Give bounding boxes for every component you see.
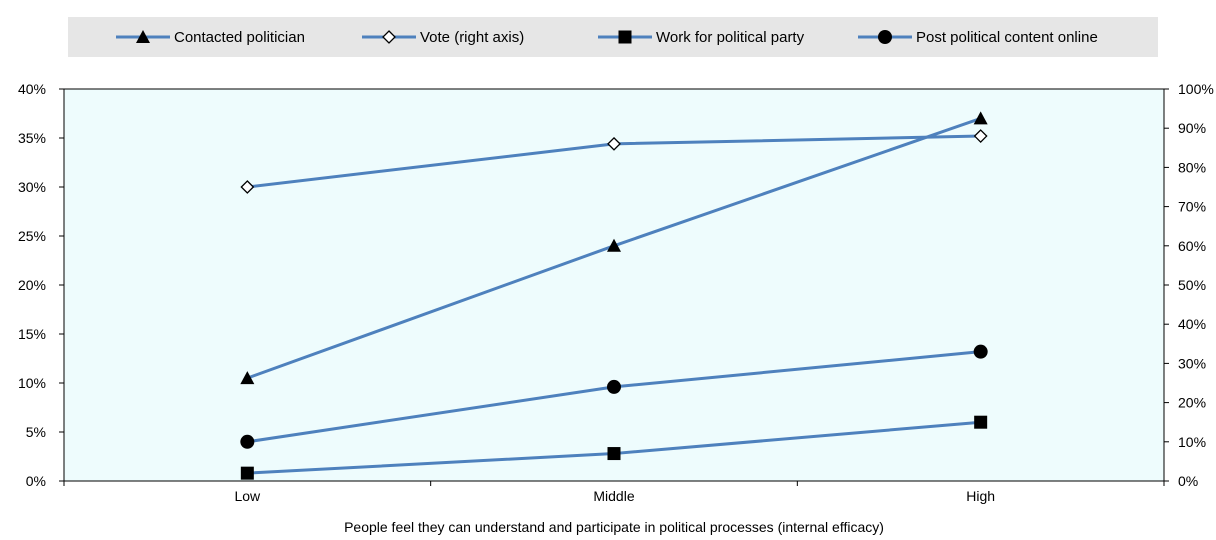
data-point-low [240,466,254,480]
left-tick-label: 5% [26,424,46,440]
x-axis-title: People feel they can understand and part… [344,519,884,535]
legend: Contacted politician Vote (right axis) Wor… [116,29,1098,46]
left-tick-label: 20% [18,277,46,293]
left-tick-label: 10% [18,375,46,391]
legend-marker [618,30,632,44]
data-point-middle [607,136,621,151]
legend-marker [382,30,396,44]
legend-label: Post political content online [916,29,1098,46]
right-tick-label: 0% [1178,473,1198,489]
series-layer [240,111,988,480]
left-tick-label: 25% [18,228,46,244]
legend-item-vote-right-axis: Vote (right axis) [362,29,524,46]
x-tick-label-high: High [966,488,995,504]
data-point-high [974,415,988,429]
right-tick-label: 50% [1178,277,1206,293]
data-point-middle [607,379,621,394]
left-tick-label: 40% [18,81,46,97]
x-tick-label-middle: Middle [593,488,634,504]
right-tick-label: 60% [1178,238,1206,254]
legend-label: Contacted politician [174,29,305,46]
left-tick-label: 15% [18,326,46,342]
x-axis: Low Middle High [63,481,1165,504]
data-point-middle [607,447,621,461]
right-tick-label: 80% [1178,159,1206,175]
right-tick-label: 40% [1178,316,1206,332]
legend-marker [878,30,892,44]
right-tick-label: 10% [1178,434,1206,450]
left-tick-label: 30% [18,179,46,195]
legend-label: Vote (right axis) [420,29,524,46]
x-tick-label-low: Low [234,488,261,504]
right-y-axis: 0% 10% 20% 30% 40% 50% 60% 70% 80% 90% 100% [1164,81,1214,489]
series-contacted-politician [240,111,988,385]
right-tick-label: 100% [1178,81,1214,97]
plot-area [63,88,1165,482]
legend-marker [136,30,150,43]
legend-item-post-political-content-online: Post political content online [858,29,1098,46]
data-point-middle [607,238,621,252]
right-tick-label: 70% [1178,199,1206,215]
right-tick-label: 90% [1178,120,1206,136]
legend-item-contacted-politician: Contacted politician [116,29,305,46]
data-point-low [240,180,255,194]
data-point-high [973,111,988,125]
series-work-for-political-party [240,415,988,480]
data-point-high [973,129,988,143]
right-tick-label: 20% [1178,395,1206,411]
left-tick-label: 0% [26,473,46,489]
data-point-low [240,434,255,449]
series-vote-right-axis [240,129,988,194]
series-post-political-content-online [240,344,988,449]
data-point-high [973,344,988,359]
left-y-axis: 0% 5% 10% 15% 20% 25% 30% 35% 40% [18,81,64,489]
right-tick-label: 30% [1178,355,1206,371]
data-point-low [240,371,255,385]
legend-label: Work for political party [656,29,805,46]
legend-item-work-for-political-party: Work for political party [598,29,805,46]
left-tick-label: 35% [18,130,46,146]
